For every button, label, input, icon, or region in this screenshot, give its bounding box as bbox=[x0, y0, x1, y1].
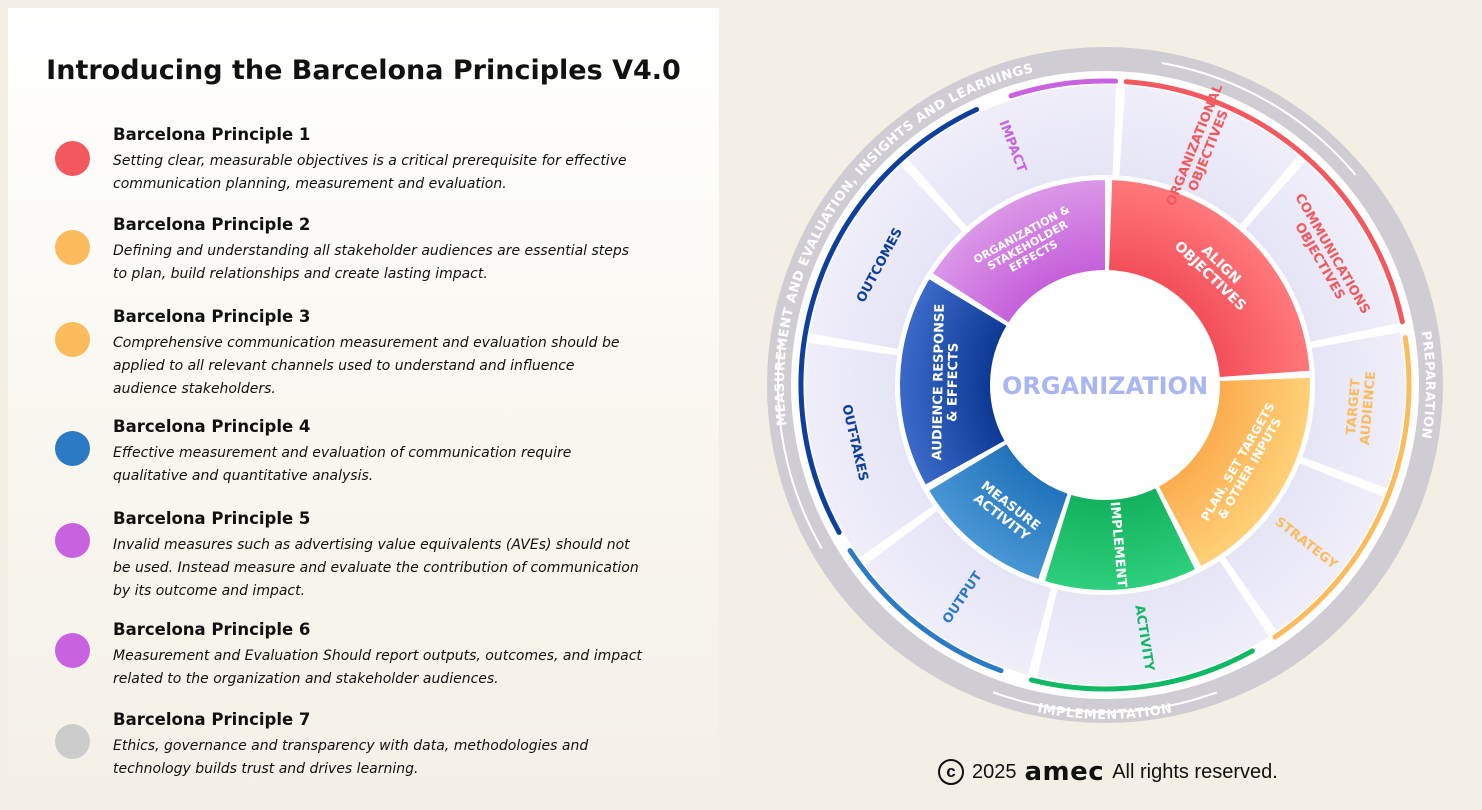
principle-5-title: Barcelona Principle 5 bbox=[113, 509, 311, 528]
principle-2-text: Defining and understanding all stakehold… bbox=[113, 243, 630, 282]
amec-logo: amec bbox=[1024, 757, 1105, 787]
principle-3-dot bbox=[55, 322, 90, 357]
outer-label-3-line-1: TARGET bbox=[1344, 378, 1364, 436]
copyright-rights: All rights reserved. bbox=[1112, 760, 1278, 783]
principle-2-title: Barcelona Principle 2 bbox=[113, 215, 311, 234]
principle-7-dot bbox=[55, 724, 90, 759]
edge-arc-4 bbox=[847, 548, 1004, 674]
principle-6-dot bbox=[55, 633, 90, 668]
inner-label-3: IMPLEMENT bbox=[1107, 501, 1129, 588]
principle-1-dot bbox=[55, 141, 90, 176]
center-label: ORGANIZATION bbox=[1002, 372, 1208, 400]
principle-7-text: Ethics, governance and transparency with… bbox=[113, 738, 589, 777]
principle-2-dot bbox=[55, 230, 90, 265]
ring-arrow-1 bbox=[1161, 61, 1357, 176]
inner-segment-3 bbox=[1045, 488, 1195, 591]
edge-arc-6 bbox=[1008, 78, 1119, 99]
edge-arc-1 bbox=[1123, 79, 1405, 325]
principle-4-text: Effective measurement and evaluation of … bbox=[113, 445, 572, 484]
outer-segment-9 bbox=[907, 85, 1116, 227]
principle-7-title: Barcelona Principle 7 bbox=[113, 710, 311, 729]
page-title: Introducing the Barcelona Principles V4.… bbox=[46, 55, 681, 86]
principle-1-title: Barcelona Principle 1 bbox=[113, 125, 311, 144]
inner-segment-4 bbox=[929, 444, 1068, 579]
copyright-year: 2025 bbox=[972, 760, 1017, 783]
principle-6-title: Barcelona Principle 6 bbox=[113, 620, 311, 639]
principle-4-title: Barcelona Principle 4 bbox=[113, 417, 311, 436]
inner-segment-2 bbox=[1158, 377, 1310, 567]
outer-label-3-line-2: AUDIENCE bbox=[1358, 371, 1379, 446]
outer-segment-4 bbox=[1225, 463, 1384, 632]
principle-6-text: Measurement and Evaluation Should report… bbox=[113, 648, 642, 687]
inner-segment-5 bbox=[899, 279, 1007, 485]
edge-arc-5 bbox=[798, 106, 980, 535]
inner-label-5: AUDIENCE RESPONSE& EFFECTS bbox=[930, 304, 962, 461]
edge-arc-2 bbox=[1272, 334, 1412, 640]
inner-label-3-line-1: IMPLEMENT bbox=[1107, 501, 1129, 588]
outer-segment-8 bbox=[809, 165, 963, 349]
inner-segment-6 bbox=[933, 180, 1105, 323]
principle-5-text: Invalid measures such as advertising val… bbox=[113, 537, 639, 599]
principle-3-text: Comprehensive communication measurement … bbox=[113, 335, 620, 397]
copyright-line: c 2025 amec All rights reserved. bbox=[938, 757, 1278, 787]
inner-label-5-line-1: AUDIENCE RESPONSE bbox=[930, 304, 948, 461]
ring-arrow-3 bbox=[777, 339, 823, 549]
edge-arc-3 bbox=[1028, 648, 1255, 692]
principle-5-dot bbox=[55, 523, 90, 558]
outer-segment-1 bbox=[1119, 85, 1299, 225]
ring-label-2-text: PREPARATION bbox=[1418, 330, 1437, 440]
copyright-icon: c bbox=[938, 759, 964, 785]
outer-segment-2 bbox=[1245, 161, 1399, 342]
principle-1-text: Setting clear, measurable objectives is … bbox=[113, 153, 627, 192]
ring-arrow-2 bbox=[992, 691, 1218, 713]
center-circle bbox=[995, 275, 1215, 495]
ring-label-2: PREPARATION bbox=[1418, 330, 1437, 440]
inner-label-5-line-2: & EFFECTS bbox=[945, 343, 961, 422]
principle-3-title: Barcelona Principle 3 bbox=[113, 307, 311, 326]
outer-segment-7 bbox=[805, 342, 934, 558]
principles-panel: Introducing the Barcelona Principles V4.… bbox=[8, 8, 719, 810]
outer-segment-5 bbox=[1037, 560, 1269, 685]
outer-segment-6 bbox=[865, 511, 1052, 675]
outer-segment-3 bbox=[1302, 332, 1405, 489]
inner-segment-1 bbox=[1109, 180, 1310, 377]
principle-4-dot bbox=[55, 431, 90, 466]
